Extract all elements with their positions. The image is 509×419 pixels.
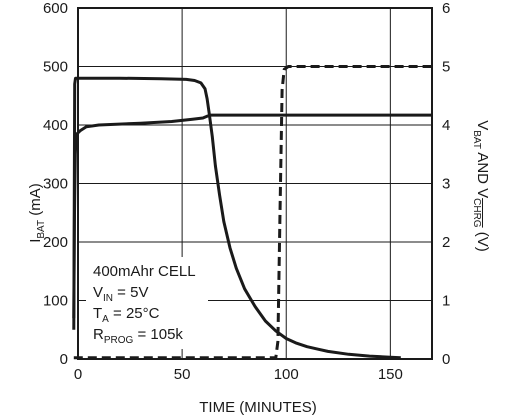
y-right-tick-label: 1 (442, 293, 450, 310)
y-right-tick-label: 3 (442, 176, 450, 193)
y-left-tick-label: 200 (43, 234, 68, 251)
annotation-vin: VIN = 5V (93, 284, 148, 304)
y-left-tick-label: 600 (43, 0, 68, 17)
x-tick-label: 50 (174, 366, 191, 383)
vbat-curve (72, 113, 432, 319)
vchrg-curve (73, 65, 432, 360)
y-left-tick-label: 0 (60, 351, 68, 368)
y-right-tick-label: 4 (442, 117, 450, 134)
y-left-axis-title: IBAT (mA) (27, 183, 47, 243)
annotation-rprog: RPROG = 105k (93, 326, 183, 346)
y-left-tick-label: 500 (43, 59, 68, 76)
annotation-ta: TA = 25°C (93, 305, 160, 325)
x-axis-title: TIME (MINUTES) (199, 399, 317, 416)
y-right-axis-title: VBAT AND VCHRG (V) (471, 120, 491, 252)
y-right-tick-label: 6 (442, 0, 450, 17)
series-layer (72, 65, 432, 360)
y-right-tick-label: 2 (442, 234, 450, 251)
y-right-tick-label: 0 (442, 351, 450, 368)
y-left-tick-label: 400 (43, 117, 68, 134)
y-left-tick-label: 300 (43, 176, 68, 193)
x-tick-label: 100 (274, 366, 299, 383)
tick-labels: 0 50 100 150 0 100 200 300 400 500 600 0 1 2 3 4 5 6 (43, 0, 450, 383)
y-right-tick-label: 5 (442, 59, 450, 76)
x-tick-label: 150 (378, 366, 403, 383)
annotation-cell: 400mAhr CELL (93, 263, 196, 280)
annotation-background (86, 257, 208, 349)
ibat-curve (72, 76, 401, 360)
y-left-tick-label: 100 (43, 293, 68, 310)
plot-frame (77, 7, 433, 360)
x-tick-label: 0 (74, 366, 82, 383)
